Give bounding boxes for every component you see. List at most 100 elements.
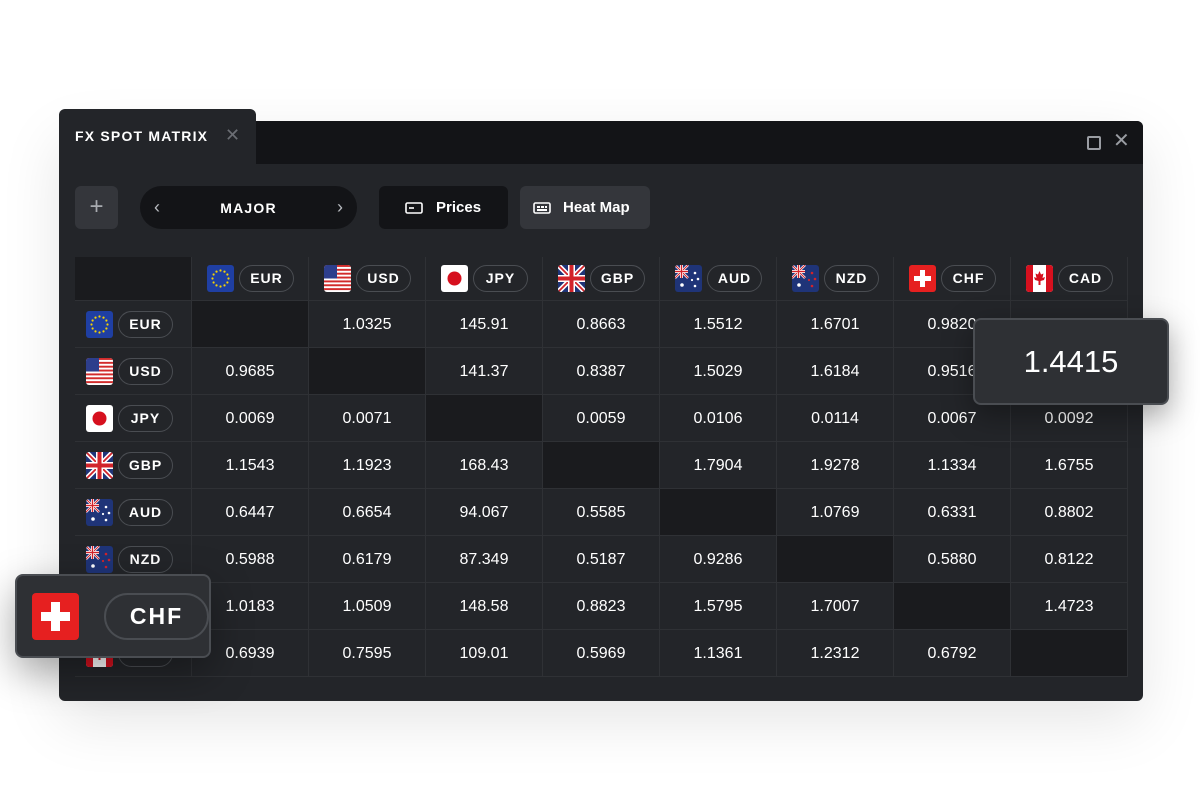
column-header-nzd[interactable]: NZD: [777, 257, 894, 301]
matrix-cell[interactable]: 1.1334: [894, 442, 1011, 489]
heat-map-button[interactable]: Heat Map: [520, 186, 650, 229]
matrix-cell[interactable]: 0.0071: [309, 395, 426, 442]
matrix-cell[interactable]: 1.1923: [309, 442, 426, 489]
matrix-cell[interactable]: 0.7595: [309, 630, 426, 677]
matrix-cell-diagonal[interactable]: [309, 348, 426, 395]
column-header-cad[interactable]: CAD: [1011, 257, 1128, 301]
matrix-cell-diagonal[interactable]: [426, 395, 543, 442]
rate-value: 0.5585: [576, 504, 626, 521]
rate-value: 109.01: [459, 645, 509, 662]
column-header-chf[interactable]: CHF: [894, 257, 1011, 301]
matrix-cell[interactable]: 0.5585: [543, 489, 660, 536]
eu-flag-icon: [207, 265, 234, 292]
rate-value: 1.0325: [342, 316, 392, 333]
matrix-cell[interactable]: 0.6331: [894, 489, 1011, 536]
matrix-cell[interactable]: 141.37: [426, 348, 543, 395]
matrix-cell[interactable]: 1.0769: [777, 489, 894, 536]
matrix-cell[interactable]: 0.8663: [543, 301, 660, 348]
row-header-jpy[interactable]: JPY: [75, 395, 192, 442]
prices-button[interactable]: Prices: [379, 186, 508, 229]
matrix-cell[interactable]: 1.5512: [660, 301, 777, 348]
matrix-cell[interactable]: 0.0067: [894, 395, 1011, 442]
matrix-cell[interactable]: 1.5795: [660, 583, 777, 630]
matrix-cell[interactable]: 0.6939: [192, 630, 309, 677]
row-header-usd[interactable]: USD: [75, 348, 192, 395]
matrix-cell[interactable]: 1.1361: [660, 630, 777, 677]
add-button[interactable]: +: [75, 186, 118, 229]
matrix-cell[interactable]: 1.6755: [1011, 442, 1128, 489]
matrix-cell[interactable]: 0.0092: [1011, 395, 1128, 442]
matrix-cell-diagonal[interactable]: [894, 583, 1011, 630]
matrix-cell[interactable]: 0.8122: [1011, 536, 1128, 583]
matrix-cell[interactable]: 0.6792: [894, 630, 1011, 677]
rate-value: 0.8663: [576, 316, 626, 333]
matrix-cell[interactable]: 87.349: [426, 536, 543, 583]
column-header-aud[interactable]: AUD: [660, 257, 777, 301]
matrix-cell[interactable]: 1.0509: [309, 583, 426, 630]
matrix-cell[interactable]: 148.58: [426, 583, 543, 630]
column-header-gbp[interactable]: GBP: [543, 257, 660, 301]
matrix-cell[interactable]: 1.7904: [660, 442, 777, 489]
matrix-cell[interactable]: 0.0069: [192, 395, 309, 442]
matrix-cell[interactable]: 0.8802: [1011, 489, 1128, 536]
matrix-cell[interactable]: 0.5969: [543, 630, 660, 677]
matrix-cell[interactable]: 0.6447: [192, 489, 309, 536]
matrix-cell[interactable]: 0.9286: [660, 536, 777, 583]
matrix-cell[interactable]: 0.5187: [543, 536, 660, 583]
matrix-cell[interactable]: 145.91: [426, 301, 543, 348]
matrix-cell[interactable]: 1.1543: [192, 442, 309, 489]
matrix-cell[interactable]: 0.5880: [894, 536, 1011, 583]
matrix-cell-diagonal[interactable]: [543, 442, 660, 489]
matrix-cell[interactable]: 0.0059: [543, 395, 660, 442]
window-close-icon[interactable]: ✕: [1113, 130, 1130, 152]
matrix-cell-diagonal[interactable]: [660, 489, 777, 536]
maximize-icon[interactable]: [1087, 136, 1101, 150]
us-flag-icon: [324, 265, 351, 292]
matrix-cell[interactable]: 0.6654: [309, 489, 426, 536]
matrix-cell[interactable]: 168.43: [426, 442, 543, 489]
matrix-cell[interactable]: 0.0114: [777, 395, 894, 442]
matrix-cell[interactable]: 1.2312: [777, 630, 894, 677]
tab-close-icon[interactable]: ✕: [225, 125, 241, 145]
matrix-cell[interactable]: 0.9685: [192, 348, 309, 395]
matrix-cell[interactable]: 94.067: [426, 489, 543, 536]
matrix-cell[interactable]: 1.4723: [1011, 583, 1128, 630]
currency-code-badge: AUD: [707, 265, 762, 292]
chevron-left-icon[interactable]: ‹: [154, 197, 160, 217]
column-header-eur[interactable]: EUR: [192, 257, 309, 301]
matrix-cell[interactable]: 0.5988: [192, 536, 309, 583]
au-flag-icon: [86, 499, 113, 526]
row-header-aud[interactable]: AUD: [75, 489, 192, 536]
matrix-cell[interactable]: 0.8823: [543, 583, 660, 630]
matrix-cell-diagonal[interactable]: [1011, 630, 1128, 677]
rate-value: 0.9820: [927, 316, 977, 333]
matrix-cell[interactable]: 1.0325: [309, 301, 426, 348]
chevron-right-icon[interactable]: ›: [337, 197, 343, 217]
matrix-cell-diagonal[interactable]: [777, 536, 894, 583]
currency-code-badge: GBP: [590, 265, 645, 292]
rate-value: 1.0183: [225, 598, 275, 615]
rate-value: 0.5969: [576, 645, 626, 662]
matrix-cell[interactable]: 1.5029: [660, 348, 777, 395]
au-flag-icon: [675, 265, 702, 292]
tab-fx-spot-matrix[interactable]: FX SPOT MATRIX ✕: [59, 109, 256, 164]
matrix-cell[interactable]: 1.9278: [777, 442, 894, 489]
rate-value: 0.0059: [576, 410, 626, 427]
matrix-cell[interactable]: 1.7007: [777, 583, 894, 630]
matrix-cell[interactable]: 0.8387: [543, 348, 660, 395]
matrix-cell[interactable]: 0.6179: [309, 536, 426, 583]
currency-code-badge: USD: [118, 358, 173, 385]
row-header-gbp[interactable]: GBP: [75, 442, 192, 489]
matrix-cell[interactable]: 0.0106: [660, 395, 777, 442]
matrix-cell-diagonal[interactable]: [192, 301, 309, 348]
currency-code-badge: EUR: [118, 311, 173, 338]
rate-value: 1.9278: [810, 457, 860, 474]
column-header-jpy[interactable]: JPY: [426, 257, 543, 301]
matrix-cell[interactable]: 1.6701: [777, 301, 894, 348]
matrix-cell[interactable]: 1.6184: [777, 348, 894, 395]
row-header-eur[interactable]: EUR: [75, 301, 192, 348]
matrix-cell[interactable]: 1.0183: [192, 583, 309, 630]
matrix-cell[interactable]: 109.01: [426, 630, 543, 677]
currency-code-badge: EUR: [239, 265, 294, 292]
column-header-usd[interactable]: USD: [309, 257, 426, 301]
